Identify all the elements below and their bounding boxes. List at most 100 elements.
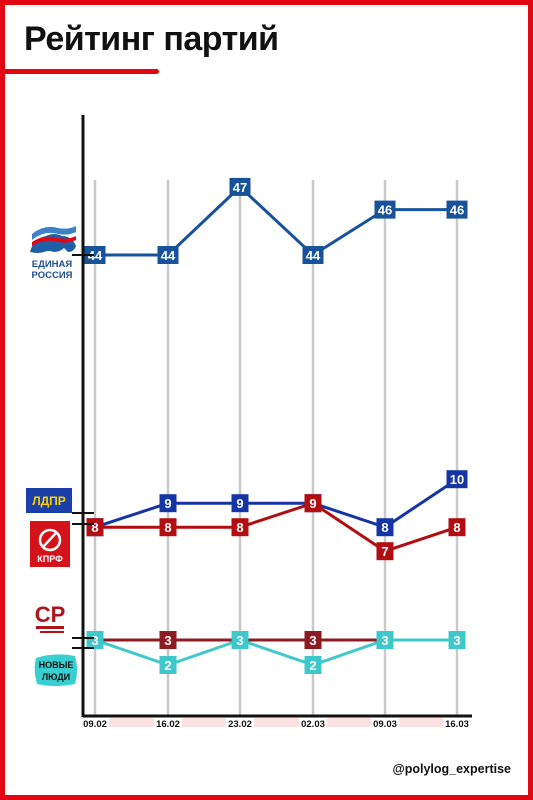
data-point: 8	[376, 518, 394, 537]
data-label-box	[448, 518, 466, 537]
data-label: 9	[164, 496, 171, 511]
flag-icon	[32, 226, 76, 240]
series-line	[95, 501, 458, 553]
data-label-box	[231, 518, 249, 537]
new-people-logo: НОВЫЕ ЛЮДИ	[34, 654, 77, 686]
data-label: 46	[450, 203, 464, 218]
data-label: 3	[236, 633, 243, 648]
united-russia-logo-line2: РОССИЯ	[32, 270, 73, 281]
data-point: 9	[304, 494, 322, 513]
data-label-box	[304, 656, 322, 674]
series-line	[95, 185, 457, 257]
data-point: 46	[446, 200, 468, 219]
data-label: 3	[164, 633, 171, 648]
new-people-logo-line1: НОВЫЕ	[39, 660, 74, 670]
data-point: 7	[376, 542, 394, 561]
data-label: 9	[236, 496, 243, 511]
data-point: 3	[376, 631, 394, 649]
data-label-box	[376, 542, 394, 561]
data-label: 44	[161, 248, 176, 263]
data-label: 8	[164, 520, 171, 535]
data-label-box	[376, 518, 394, 537]
data-label-box	[84, 246, 106, 264]
data-label-box	[159, 631, 177, 649]
x-tick-label: 16.03	[445, 719, 469, 730]
data-point: 47	[229, 177, 251, 196]
data-label: 3	[309, 633, 316, 648]
data-point: 9	[159, 494, 177, 513]
data-point: 3	[159, 631, 177, 649]
united-russia-logo: ЕДИНАЯ РОССИЯ	[30, 226, 76, 281]
hammer-sickle-icon	[38, 528, 62, 552]
ldpr-logo-text: ЛДПР	[32, 494, 66, 508]
data-label-box	[446, 470, 468, 489]
x-tick-label: 23.02	[228, 719, 252, 730]
data-label-box	[231, 494, 249, 513]
data-label: 46	[378, 203, 392, 218]
data-point: 9	[231, 494, 249, 513]
bear-icon	[30, 234, 76, 253]
data-label-box	[304, 631, 322, 649]
data-label: 8	[381, 520, 388, 535]
x-tick-label: 16.02	[156, 719, 180, 730]
data-label-box	[231, 631, 249, 649]
data-label-box	[304, 494, 322, 513]
data-label: 3	[91, 633, 98, 648]
data-label-box	[229, 177, 251, 196]
data-point: 2	[159, 656, 177, 674]
data-point: 3	[304, 631, 322, 649]
data-point: 8	[231, 518, 249, 537]
data-label-box	[86, 631, 104, 649]
watermark: @polylog_expertise	[392, 762, 511, 776]
data-label: 2	[309, 658, 316, 673]
kprf-logo-text: КПРФ	[37, 554, 63, 564]
just-russia-logo: СР	[35, 602, 66, 633]
just-russia-logo-mark: СР	[35, 602, 66, 627]
series-line	[94, 638, 457, 667]
new-people-logo-line2: ЛЮДИ	[42, 672, 70, 682]
x-tick-label: 02.03	[301, 719, 325, 730]
series-lines	[94, 185, 458, 667]
data-label: 8	[91, 520, 98, 535]
data-point: 46	[374, 200, 396, 219]
data-label: 8	[453, 520, 460, 535]
data-label-box	[302, 246, 324, 264]
x-axis-band	[399, 718, 443, 727]
x-axis-ticks: 09.02 16.02 23.02 02.03 09.03 16.03	[83, 718, 469, 730]
data-labels: 4444474446468999810888978333333323233	[84, 177, 468, 674]
data-label: 44	[88, 248, 103, 263]
data-label: 44	[306, 248, 321, 263]
data-label: 47	[233, 180, 247, 195]
data-point: 10	[446, 470, 468, 489]
x-axis-band	[109, 718, 154, 727]
data-label: 2	[164, 658, 171, 673]
grid-lines	[93, 180, 459, 716]
data-label: 7	[381, 544, 388, 559]
x-tick-label: 09.03	[373, 719, 397, 730]
x-axis-band	[182, 718, 226, 727]
data-point: 44	[157, 246, 179, 264]
data-label-box	[448, 631, 466, 649]
data-label-box	[159, 494, 177, 513]
data-label: 3	[381, 633, 388, 648]
data-point: 8	[159, 518, 177, 537]
data-point: 3	[448, 631, 466, 649]
data-label-box	[376, 631, 394, 649]
page-title: Рейтинг партий	[24, 20, 279, 58]
ldpr-logo: ЛДПР	[26, 488, 72, 513]
data-label-box	[157, 246, 179, 264]
series-line	[94, 477, 458, 529]
data-label: 3	[453, 633, 460, 648]
data-point: 8	[86, 518, 104, 537]
kprf-logo: КПРФ	[30, 521, 70, 567]
data-label-box	[86, 518, 104, 537]
data-label-box	[446, 200, 468, 219]
data-label-box	[159, 518, 177, 537]
data-point: 44	[84, 246, 106, 264]
title-underline	[5, 69, 159, 74]
data-label: 9	[309, 496, 316, 511]
x-axis-band	[327, 718, 371, 727]
data-point: 3	[86, 631, 104, 649]
